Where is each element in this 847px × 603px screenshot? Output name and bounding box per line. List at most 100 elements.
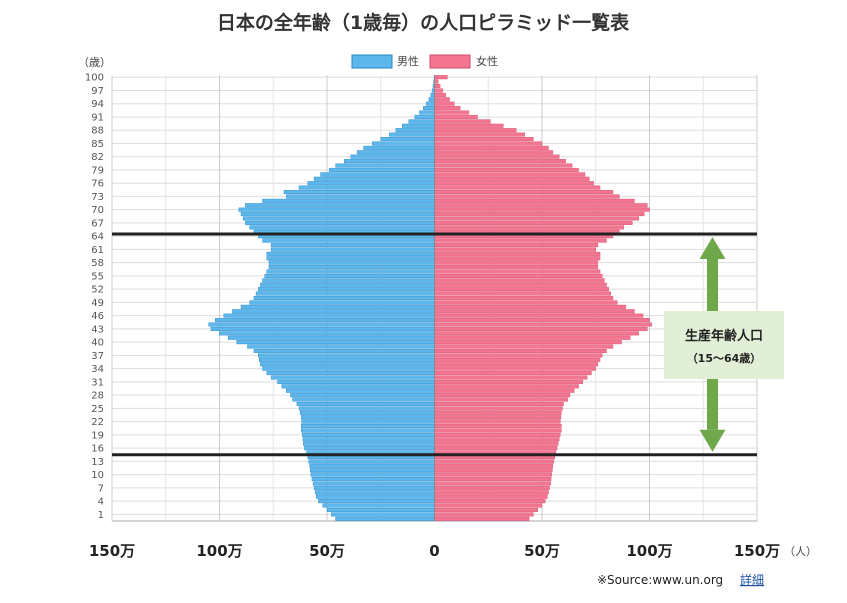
bar-male-age-81 bbox=[344, 159, 435, 164]
bar-male-age-40 bbox=[236, 340, 435, 345]
source-detail-link[interactable]: 詳細 bbox=[740, 572, 764, 587]
bar-male-age-49 bbox=[249, 300, 435, 305]
bar-female-age-84 bbox=[434, 145, 549, 150]
bar-female-age-18 bbox=[434, 437, 560, 442]
y-tick-label: 79 bbox=[91, 165, 104, 176]
bar-male-age-30 bbox=[281, 384, 435, 389]
bar-female-age-66 bbox=[434, 225, 624, 230]
bar-female-age-59 bbox=[434, 256, 601, 261]
bar-male-age-78 bbox=[320, 172, 435, 177]
x-axis-labels: 150万 100万 50万 0 50万 100万 150万 bbox=[89, 542, 780, 560]
bar-female-age-35 bbox=[434, 362, 599, 367]
bar-female-age-91 bbox=[434, 114, 478, 119]
bar-male-age-25 bbox=[298, 406, 435, 411]
bar-male-age-73 bbox=[285, 194, 435, 199]
bar-female-age-8 bbox=[434, 481, 551, 486]
y-tick-label: 91 bbox=[91, 112, 104, 123]
bar-male-age-59 bbox=[266, 256, 435, 261]
bar-male-age-43 bbox=[210, 326, 435, 331]
bar-male-age-52 bbox=[258, 287, 435, 292]
bar-female-age-95 bbox=[434, 97, 450, 102]
bar-male-age-90 bbox=[408, 119, 435, 124]
bar-male-age-53 bbox=[260, 282, 435, 287]
bar-male-age-28 bbox=[290, 393, 435, 398]
bar-female-age-31 bbox=[434, 379, 584, 384]
bar-male-age-3 bbox=[322, 503, 435, 508]
bar-female-age-9 bbox=[434, 477, 552, 482]
bar-female-age-42 bbox=[434, 331, 639, 336]
bar-male-age-72 bbox=[262, 198, 435, 203]
bar-female-age-2 bbox=[434, 507, 538, 512]
bar-female-age-24 bbox=[434, 410, 562, 415]
y-axis-labels: 100 97 94 91 88 85 82 79 76 73 70 67 64 61 58 55 52 49 46 4… bbox=[85, 73, 104, 521]
bar-male-age-24 bbox=[299, 410, 435, 415]
bar-female-age-33 bbox=[434, 371, 592, 376]
bar-female-age-52 bbox=[434, 287, 609, 292]
bar-male-age-67 bbox=[245, 220, 435, 225]
bar-female-age-69 bbox=[434, 212, 645, 217]
bar-male-age-61 bbox=[270, 247, 435, 252]
bar-male-age-2 bbox=[326, 507, 435, 512]
bar-male-age-62 bbox=[270, 242, 435, 248]
bar-male-age-32 bbox=[270, 375, 435, 380]
bar-female-age-3 bbox=[434, 503, 543, 508]
bar-male-age-88 bbox=[395, 128, 435, 133]
y-tick-label: 49 bbox=[91, 298, 104, 309]
bar-female-age-29 bbox=[434, 388, 575, 393]
bar-female-age-74 bbox=[434, 190, 614, 195]
bar-female-age-72 bbox=[434, 198, 635, 203]
y-tick-label: 7 bbox=[98, 483, 104, 494]
bar-male-age-11 bbox=[310, 468, 435, 473]
bar-male-age-34 bbox=[262, 366, 435, 371]
y-tick-label: 34 bbox=[91, 364, 104, 375]
bar-male-age-39 bbox=[247, 344, 435, 349]
bar-female-age-62 bbox=[434, 242, 599, 248]
x-tick-label: 100万 bbox=[196, 542, 242, 560]
bar-female-age-43 bbox=[434, 326, 648, 331]
y-tick-label: 37 bbox=[91, 351, 104, 362]
bar-female-age-70 bbox=[434, 207, 650, 212]
bar-male-age-74 bbox=[283, 190, 435, 195]
y-tick-label: 25 bbox=[91, 404, 104, 415]
x-tick-label: 50万 bbox=[309, 542, 345, 560]
bar-male-age-22 bbox=[301, 419, 435, 424]
bar-female-age-60 bbox=[434, 251, 601, 256]
bar-female-age-12 bbox=[434, 463, 553, 468]
bar-male-age-6 bbox=[314, 490, 435, 495]
y-tick-label: 43 bbox=[91, 324, 104, 335]
bar-male-age-26 bbox=[296, 401, 435, 406]
bar-male-age-84 bbox=[363, 145, 435, 150]
y-tick-label: 64 bbox=[91, 232, 104, 243]
bar-female-age-97 bbox=[434, 88, 443, 93]
bar-female-age-94 bbox=[434, 101, 455, 106]
bar-male-age-9 bbox=[311, 477, 435, 482]
bar-male-age-42 bbox=[219, 331, 435, 336]
bar-female-age-10 bbox=[434, 472, 552, 477]
bar-female-age-100 bbox=[434, 75, 448, 80]
bar-female-age-47 bbox=[434, 309, 635, 314]
bar-female-age-86 bbox=[434, 137, 534, 142]
bar-female-age-88 bbox=[434, 128, 517, 133]
y-tick-label: 73 bbox=[91, 192, 104, 203]
bar-female-age-0 bbox=[434, 516, 530, 521]
bar-male-age-20 bbox=[301, 428, 435, 433]
y-tick-label: 100 bbox=[85, 73, 104, 84]
chart-title: 日本の全年齢（1歳毎）の人口ピラミッド一覧表 bbox=[217, 11, 630, 34]
bar-female-age-79 bbox=[434, 167, 579, 172]
bar-male-age-75 bbox=[298, 185, 435, 190]
bar-female-age-21 bbox=[434, 424, 562, 429]
bar-female-age-27 bbox=[434, 397, 569, 402]
bar-male-age-31 bbox=[277, 379, 435, 384]
bar-male-age-80 bbox=[335, 163, 435, 168]
bar-male-age-23 bbox=[301, 415, 435, 420]
bar-female-age-75 bbox=[434, 185, 601, 190]
y-tick-label: 31 bbox=[91, 377, 104, 388]
bar-male-age-10 bbox=[310, 472, 435, 477]
bar-female-age-6 bbox=[434, 490, 549, 495]
bar-female-age-11 bbox=[434, 468, 553, 473]
bar-male-age-35 bbox=[260, 362, 435, 367]
legend-swatch-male bbox=[351, 54, 393, 69]
annotation-box bbox=[664, 311, 784, 379]
bar-female-age-34 bbox=[434, 366, 596, 371]
bar-male-age-51 bbox=[255, 291, 435, 296]
